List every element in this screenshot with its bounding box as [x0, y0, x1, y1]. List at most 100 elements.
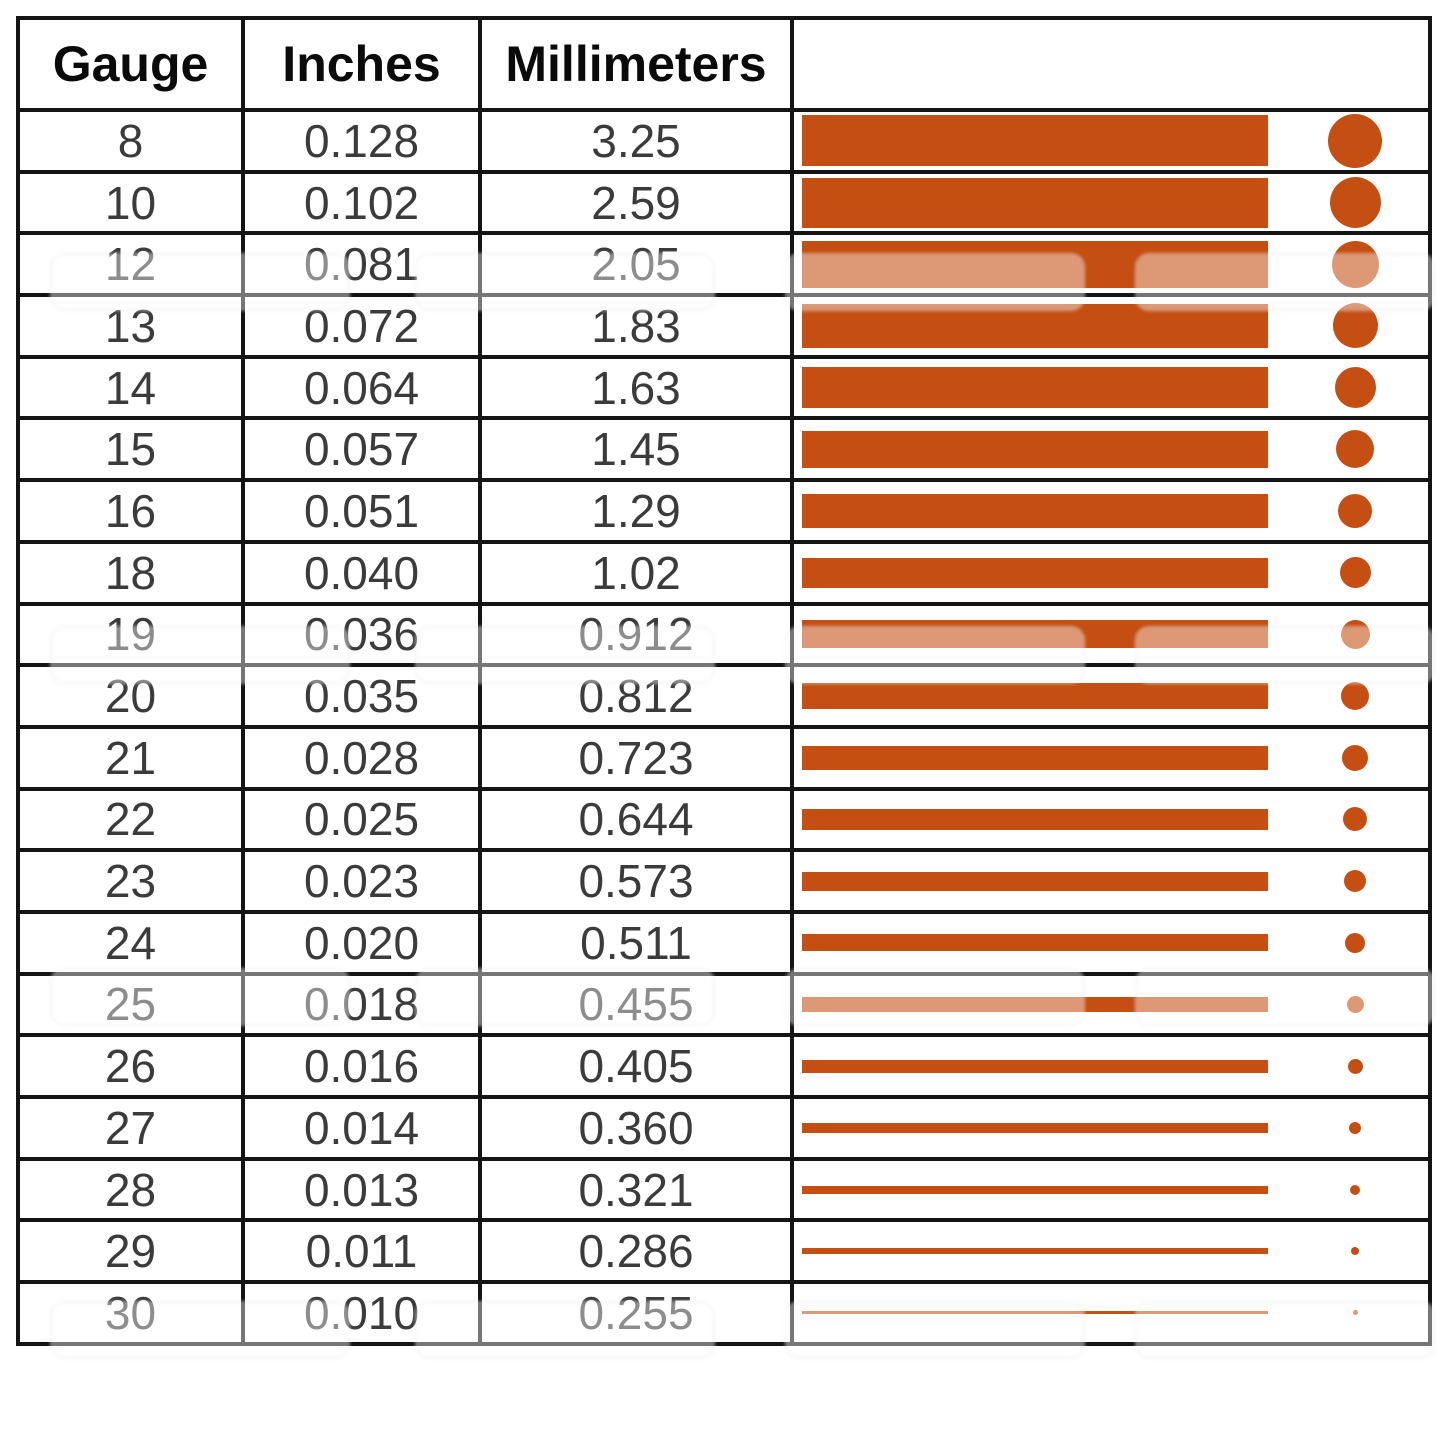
wire-thickness-bar: [802, 557, 1268, 588]
inches-cell: 0.040: [241, 539, 482, 606]
millimeters-cell: 0.644: [478, 786, 794, 853]
dot-container: [1275, 744, 1426, 771]
dot-container: [1275, 430, 1426, 469]
size-visual-cell: [790, 663, 1432, 729]
wire-diameter-dot: [1329, 177, 1381, 229]
wire-diameter-dot: [1346, 995, 1364, 1013]
size-visual: [802, 807, 1426, 832]
header-gauge: Gauge: [16, 16, 245, 112]
wire-diameter-dot: [1339, 557, 1371, 589]
table-row: 26 0.016 0.405: [16, 1033, 1432, 1099]
dot-container: [1275, 1247, 1426, 1256]
header-row: Gauge Inches Millimeters: [16, 16, 1432, 112]
size-visual: [802, 995, 1426, 1013]
gauge-cell: 22: [16, 786, 245, 853]
wire-thickness-bar: [802, 745, 1268, 770]
dot-container: [1275, 932, 1426, 953]
dot-container: [1275, 1121, 1426, 1134]
size-visual-cell: [790, 354, 1432, 421]
size-visual-cell: [790, 1280, 1432, 1346]
wire-thickness-bar: [802, 177, 1268, 228]
table-row: 15 0.057 1.45: [16, 416, 1432, 483]
inches-cell: 0.010: [241, 1280, 482, 1346]
gauge-cell: 20: [16, 663, 245, 729]
wire-diameter-dot: [1345, 932, 1365, 953]
wire-diameter-dot: [1328, 113, 1382, 168]
size-visual: [802, 1310, 1426, 1316]
wire-diameter-dot: [1352, 1310, 1358, 1316]
millimeters-cell: 0.286: [478, 1218, 794, 1285]
millimeters-cell: 0.912: [478, 601, 794, 668]
gauge-cell: 27: [16, 1095, 245, 1161]
size-visual-cell: [790, 1156, 1432, 1223]
millimeters-cell: 0.405: [478, 1033, 794, 1099]
inches-cell: 0.014: [241, 1095, 482, 1161]
millimeters-cell: 0.455: [478, 971, 794, 1038]
wire-thickness-bar: [802, 871, 1268, 891]
gauge-table-body: 8 0.128 3.25 10 0.102 2.59 12 0.081 2.05 13 0.072 1…: [16, 108, 1432, 1346]
dot-container: [1275, 1184, 1426, 1195]
size-visual-cell: [790, 293, 1432, 359]
millimeters-cell: 1.45: [478, 416, 794, 483]
dot-container: [1275, 493, 1426, 528]
wire-thickness-bar: [802, 996, 1268, 1012]
size-visual: [802, 870, 1426, 893]
gauge-cell: 14: [16, 354, 245, 421]
size-visual: [802, 1184, 1426, 1195]
inches-cell: 0.051: [241, 478, 482, 544]
wire-diameter-dot: [1344, 870, 1366, 893]
inches-cell: 0.018: [241, 971, 482, 1038]
millimeters-cell: 0.723: [478, 724, 794, 791]
wire-diameter-dot: [1343, 807, 1367, 832]
gauge-table: Gauge Inches Millimeters 8 0.128 3.25 10 0.1…: [16, 16, 1432, 1346]
table-row: 24 0.020 0.511: [16, 909, 1432, 976]
wire-thickness-bar: [802, 493, 1268, 528]
size-visual-cell: [790, 971, 1432, 1038]
size-visual-cell: [790, 231, 1432, 298]
wire-diameter-dot: [1336, 430, 1374, 469]
table-row: 14 0.064 1.63: [16, 354, 1432, 421]
size-visual-cell: [790, 416, 1432, 483]
dot-container: [1275, 367, 1426, 409]
wire-thickness-bar: [802, 367, 1268, 409]
millimeters-cell: 2.59: [478, 169, 794, 236]
wire-thickness-bar: [802, 1122, 1268, 1133]
table-row: 30 0.010 0.255: [16, 1280, 1432, 1346]
wire-diameter-dot: [1351, 1247, 1359, 1256]
inches-cell: 0.102: [241, 169, 482, 236]
wire-thickness-bar: [802, 1059, 1268, 1073]
inches-cell: 0.072: [241, 293, 482, 359]
size-visual: [802, 430, 1426, 469]
gauge-cell: 29: [16, 1218, 245, 1285]
size-visual: [802, 493, 1426, 528]
table-row: 12 0.081 2.05: [16, 231, 1432, 298]
gauge-cell: 8: [16, 108, 245, 174]
size-visual-cell: [790, 108, 1432, 174]
size-visual: [802, 240, 1426, 288]
millimeters-cell: 3.25: [478, 108, 794, 174]
inches-cell: 0.028: [241, 724, 482, 791]
millimeters-cell: 1.63: [478, 354, 794, 421]
wire-diameter-dot: [1340, 619, 1370, 649]
gauge-cell: 10: [16, 169, 245, 236]
dot-container: [1275, 995, 1426, 1013]
inches-cell: 0.081: [241, 231, 482, 298]
size-visual: [802, 1121, 1426, 1134]
inches-cell: 0.057: [241, 416, 482, 483]
millimeters-cell: 0.573: [478, 848, 794, 914]
table-row: 16 0.051 1.29: [16, 478, 1432, 544]
size-visual-cell: [790, 1033, 1432, 1099]
header-millimeters: Millimeters: [478, 16, 794, 112]
inches-cell: 0.035: [241, 663, 482, 729]
header-visual: [790, 16, 1432, 112]
inches-cell: 0.016: [241, 1033, 482, 1099]
table-row: 23 0.023 0.573: [16, 848, 1432, 914]
wire-diameter-dot: [1347, 1058, 1363, 1074]
millimeters-cell: 1.83: [478, 293, 794, 359]
size-visual-cell: [790, 478, 1432, 544]
size-visual-cell: [790, 848, 1432, 914]
inches-cell: 0.020: [241, 909, 482, 976]
size-visual: [802, 682, 1426, 711]
size-visual-cell: [790, 724, 1432, 791]
